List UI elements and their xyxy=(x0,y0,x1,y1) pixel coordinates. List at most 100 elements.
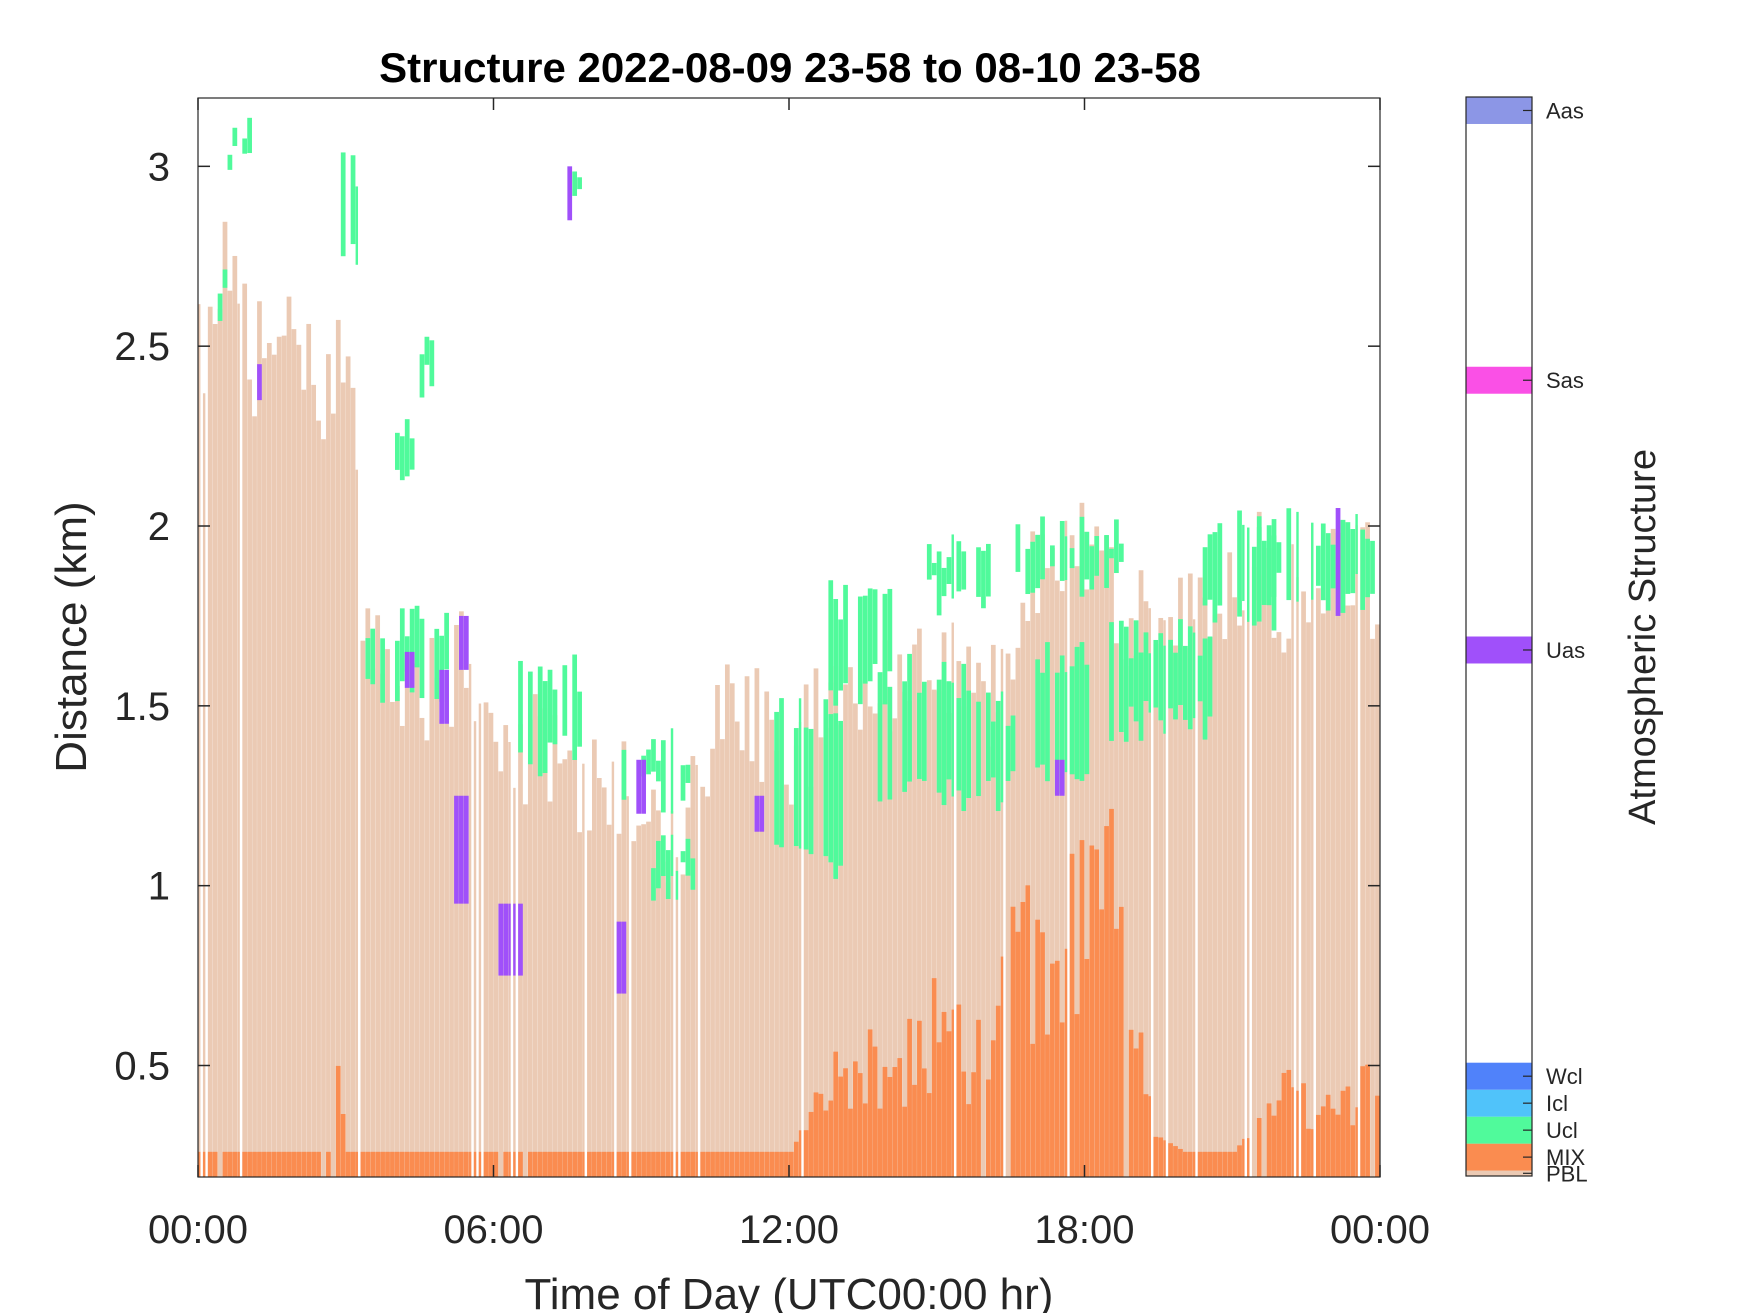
pbl-column xyxy=(774,750,779,1177)
ucl-cell xyxy=(1370,540,1375,594)
ucl-cell xyxy=(572,171,578,196)
ucl-cell xyxy=(1045,642,1050,782)
mix-column xyxy=(271,1151,277,1177)
pbl-column xyxy=(1217,613,1223,1177)
mix-column xyxy=(237,1151,240,1177)
mix-column xyxy=(1227,1151,1233,1177)
ucl-cell xyxy=(926,544,932,580)
pbl-column xyxy=(1286,638,1292,1177)
pbl-column xyxy=(1192,619,1196,1177)
pbl-column xyxy=(532,694,538,1177)
ucl-cell xyxy=(862,595,868,684)
mix-column xyxy=(375,1151,381,1177)
pbl-column xyxy=(1350,605,1356,1177)
ucl-cell xyxy=(1320,523,1326,601)
pbl-column xyxy=(636,825,642,1177)
uas-cell xyxy=(459,615,464,670)
ucl-cell xyxy=(370,628,376,685)
ucl-cell xyxy=(1153,639,1159,708)
pbl-column xyxy=(779,710,784,1177)
x-tick-label: 00:00 xyxy=(148,1208,248,1252)
mix-column xyxy=(1045,1034,1050,1177)
mix-column xyxy=(813,1092,819,1177)
ucl-cell xyxy=(1059,655,1065,794)
mix-column xyxy=(419,1151,425,1177)
mix-column xyxy=(1050,963,1055,1177)
ucl-cell xyxy=(838,720,843,866)
uas-cell xyxy=(1054,759,1060,796)
mix-column xyxy=(577,1151,582,1177)
mix-column xyxy=(877,1108,883,1177)
ucl-cell xyxy=(1256,527,1262,601)
colorbar-bands xyxy=(1466,97,1532,1176)
ucl-cell xyxy=(660,740,666,813)
mix-column xyxy=(518,1151,523,1177)
colorbar-band-pbl xyxy=(1466,1170,1532,1176)
mix-column xyxy=(828,1100,834,1177)
ucl-cell xyxy=(444,612,449,670)
colorbar-tick-label: Uas xyxy=(1546,638,1585,663)
mix-column xyxy=(720,1151,725,1177)
mix-column xyxy=(764,1151,770,1177)
pbl-column xyxy=(1222,639,1228,1177)
pbl-column xyxy=(488,712,494,1177)
ucl-cell xyxy=(803,727,809,850)
mix-column xyxy=(390,1151,395,1177)
mix-column xyxy=(892,1067,898,1177)
pbl-column xyxy=(350,387,356,1177)
ucl-cell xyxy=(986,692,991,781)
pbl-column xyxy=(1123,666,1129,1177)
mix-column xyxy=(872,1046,878,1177)
ucl-cell xyxy=(670,728,674,814)
pbl-column xyxy=(921,720,927,1177)
uas-cell xyxy=(498,903,504,976)
mix-column xyxy=(242,1151,248,1177)
mix-column xyxy=(897,1058,903,1177)
ucl-cell xyxy=(872,589,878,664)
mix-column xyxy=(1148,1096,1151,1177)
pbl-column xyxy=(587,830,592,1177)
uas-cell xyxy=(463,795,469,904)
mix-column xyxy=(660,1151,666,1177)
pbl-column xyxy=(1306,622,1311,1177)
ucl-cell xyxy=(646,749,651,775)
ucl-cell xyxy=(793,728,799,847)
mix-column xyxy=(326,1151,331,1177)
pbl-column xyxy=(705,796,710,1177)
mix-column xyxy=(710,1151,715,1177)
ucl-cell xyxy=(656,760,661,782)
ucl-cell xyxy=(887,686,893,800)
ucl-cell xyxy=(1138,652,1144,741)
mix-column xyxy=(1109,808,1114,1177)
ucl-cell xyxy=(577,691,582,747)
ucl-cell xyxy=(434,628,440,699)
ucl-cell xyxy=(1345,522,1351,594)
mix-column xyxy=(729,1151,735,1177)
ucl-cell xyxy=(986,543,991,597)
pbl-column xyxy=(1315,588,1321,1177)
ucl-cell xyxy=(685,838,691,876)
pbl-column xyxy=(1266,547,1272,1177)
pbl-column xyxy=(1187,573,1193,1177)
mix-column xyxy=(345,1151,351,1177)
mix-column xyxy=(621,1151,627,1177)
mix-column xyxy=(547,1151,553,1177)
x-axis-label: Time of Day (UTC00:00 hr) xyxy=(525,1270,1054,1313)
pbl-column xyxy=(789,804,794,1177)
uas-cell xyxy=(459,795,464,904)
pbl-column xyxy=(803,684,809,1177)
mix-column xyxy=(843,1068,848,1177)
pbl-column xyxy=(483,702,489,1177)
pbl-column xyxy=(537,716,543,1177)
mix-column xyxy=(853,1061,858,1177)
ucl-cell xyxy=(1261,540,1267,605)
ucl-cell xyxy=(1330,544,1336,589)
uas-cell xyxy=(1059,759,1065,796)
pbl-column xyxy=(321,439,326,1178)
ucl-cell xyxy=(1079,642,1085,781)
ucl-cell xyxy=(774,711,779,845)
mix-column xyxy=(1173,1146,1178,1177)
mix-column xyxy=(1059,1022,1065,1177)
ucl-cell xyxy=(867,588,873,682)
mix-column xyxy=(503,1151,509,1177)
